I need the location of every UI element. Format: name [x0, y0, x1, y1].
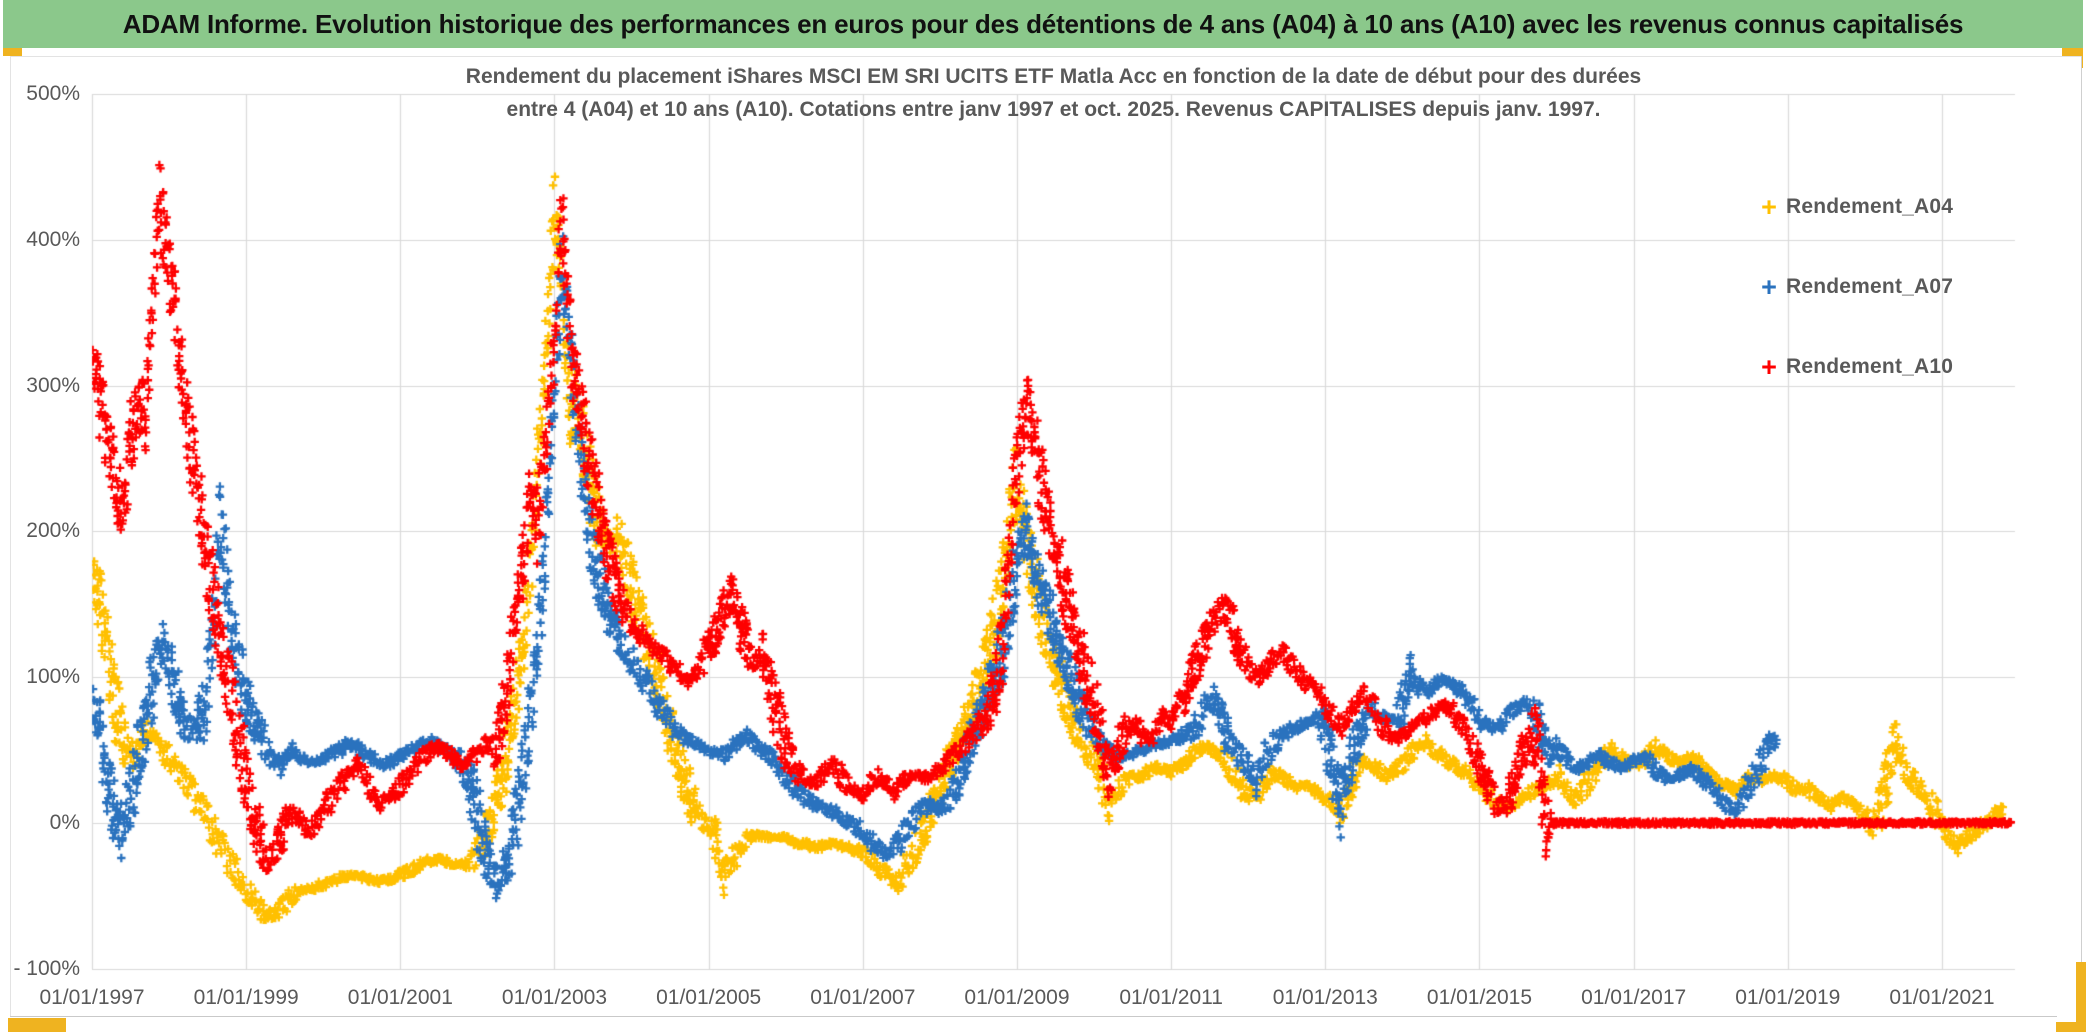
y-tick-label: 100%	[26, 665, 80, 689]
y-tick-label: - 100%	[13, 956, 80, 980]
x-tick-label: 01/01/2015	[1426, 986, 1533, 1009]
legend-item-rendement_a10[interactable]: + Rendement_A10	[1752, 352, 2052, 382]
legend-label: Rendement_A04	[1786, 195, 1954, 218]
plus-marker-icon: +	[1761, 192, 1777, 222]
x-tick-label: 01/01/2007	[810, 986, 916, 1009]
plus-marker-icon: +	[1761, 352, 1777, 382]
chart-title: Rendement du placement iShares MSCI EM S…	[92, 60, 2015, 126]
gold-marker-bottom-left	[8, 1018, 66, 1032]
x-tick-label: 01/01/2001	[347, 986, 453, 1009]
legend-item-rendement_a07[interactable]: + Rendement_A07	[1752, 272, 2052, 302]
legend-label: Rendement_A10	[1786, 355, 1954, 378]
x-tick-label: 01/01/2013	[1272, 986, 1378, 1009]
legend-label: Rendement_A07	[1786, 275, 1954, 298]
x-tick-label: 01/01/1997	[39, 986, 145, 1009]
plus-marker-icon: +	[1761, 272, 1777, 302]
x-tick-label: 01/01/1999	[193, 986, 299, 1009]
gold-marker-bottom-right-vertical	[2076, 962, 2086, 1032]
x-tick-label: 01/01/2003	[501, 986, 608, 1009]
y-tick-label: 0%	[49, 811, 80, 834]
gold-marker-bottom-right-horizontal	[2056, 1022, 2086, 1032]
y-tick-label: 300%	[26, 373, 80, 397]
y-tick-label: 500%	[26, 82, 80, 105]
x-tick-label: 01/01/2005	[656, 986, 762, 1009]
sheet-row-border	[10, 1016, 2057, 1017]
legend-item-rendement_a04[interactable]: + Rendement_A04	[1752, 192, 2052, 222]
chart-title-line2: entre 4 (A04) et 10 ans (A10). Cotations…	[506, 98, 1601, 121]
y-tick-label: 400%	[26, 227, 80, 251]
x-tick-label: 01/01/2011	[1119, 986, 1223, 1009]
x-tick-label: 01/01/2021	[1889, 986, 1995, 1009]
x-tick-label: 01/01/2009	[964, 986, 1070, 1009]
x-tick-label: 01/01/2019	[1735, 986, 1841, 1009]
chart-title-line1: Rendement du placement iShares MSCI EM S…	[465, 65, 1642, 88]
y-tick-label: 200%	[26, 519, 80, 543]
x-tick-label: 01/01/2017	[1581, 986, 1687, 1009]
chart-legend: + Rendement_A04 + Rendement_A07 + Rendement_A…	[1752, 192, 2052, 432]
